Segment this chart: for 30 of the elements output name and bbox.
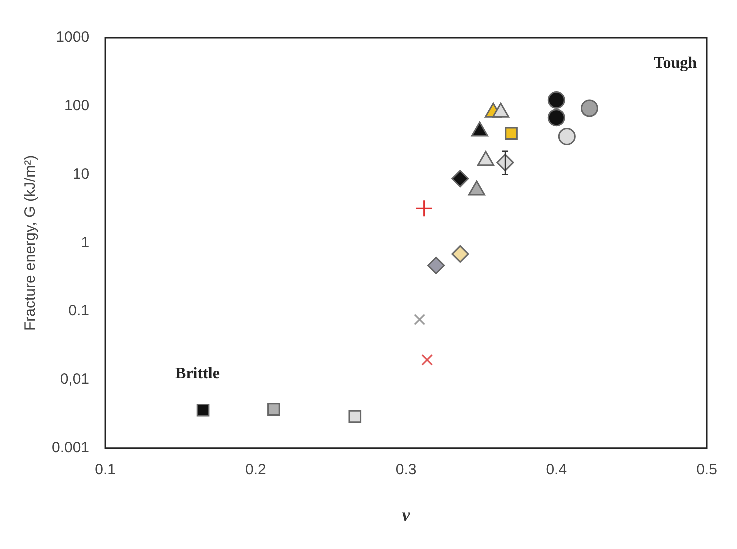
point (414, 314, 426, 326)
y-tick-label: 100 (64, 98, 90, 115)
point (558, 128, 576, 146)
y-tick-label: 10 (72, 166, 90, 183)
annotation: Tough (654, 55, 698, 72)
x-tick-label: 0.1 (95, 462, 116, 479)
x-tick-label: 0.4 (546, 462, 568, 479)
x-tick-label: 0.3 (396, 462, 417, 479)
y-tick-label: 0,01 (60, 371, 90, 388)
annotation: Brittle (176, 365, 220, 382)
y-axis-title: Fracture energy, G (kJ/m²) (22, 155, 40, 331)
x-tick-label: 0.2 (245, 462, 266, 479)
point (452, 170, 470, 188)
y-tick-label: 0.1 (68, 302, 90, 320)
y-tick-label: 1000 (56, 29, 90, 46)
x-axis-title: ν (402, 504, 412, 525)
x-tick-label: 0.5 (696, 462, 718, 479)
point (416, 200, 434, 218)
y-tick-label: 0.001 (52, 440, 90, 457)
point (505, 127, 518, 140)
y-tick-label: 1 (81, 234, 90, 252)
point (428, 256, 446, 274)
point (452, 245, 470, 263)
point (580, 100, 598, 118)
point (548, 92, 566, 109)
point (268, 403, 280, 416)
point (548, 109, 566, 127)
point (348, 410, 362, 424)
point (196, 404, 210, 417)
point (422, 354, 434, 366)
